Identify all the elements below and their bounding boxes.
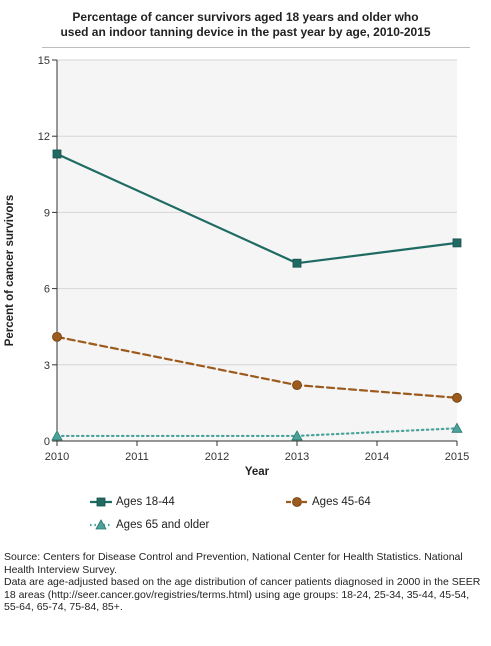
data-point-ages-65-and-older [51, 430, 63, 441]
chart-title: Percentage of cancer survivors aged 18 y… [0, 10, 491, 40]
data-point-ages-45-64 [452, 392, 462, 403]
x-tick-label: 2012 [205, 451, 229, 463]
y-tick-label: 12 [38, 131, 50, 143]
chart-title-line-1: Percentage of cancer survivors aged 18 y… [72, 10, 419, 24]
y-tick-label: 15 [38, 55, 50, 67]
x-tick-label: 2013 [285, 451, 309, 463]
data-point-ages-65-and-older [291, 430, 303, 441]
data-point-ages-45-64 [52, 331, 62, 342]
x-axis-label: Year [245, 466, 270, 478]
data-point-ages-18-44 [52, 149, 62, 159]
legend-swatch-triangle [90, 519, 112, 531]
x-tick-label: 2015 [445, 451, 469, 463]
series-group [51, 149, 463, 441]
legend-label: Ages 18-44 [116, 496, 175, 508]
y-tick-label: 9 [44, 207, 50, 219]
legend-item-ages-45-64: Ages 45-64 [286, 496, 371, 508]
legend-label: Ages 45-64 [312, 496, 371, 508]
data-point-ages-18-44 [292, 258, 302, 268]
y-tick-label: 6 [44, 284, 50, 296]
source-note: Source: Centers for Disease Control and … [4, 551, 484, 614]
x-tick-label: 2011 [125, 451, 149, 463]
legend-label: Ages 65 and older [116, 519, 210, 531]
x-tick-label: 2010 [45, 451, 69, 463]
source-citation: Source: Centers for Disease Control and … [4, 551, 463, 576]
data-point-ages-45-64 [292, 380, 302, 391]
axes [52, 59, 458, 446]
legend-item-ages-18-44: Ages 18-44 [90, 496, 175, 508]
legend-item-ages-65-older: Ages 65 and older [90, 519, 209, 531]
legend-swatch-circle [286, 496, 308, 508]
y-tick-label: 0 [44, 436, 50, 448]
y-tick-label: 3 [44, 360, 50, 372]
legend-swatch-square [90, 496, 112, 508]
tick-labels: 0 3 6 9 12 15 2010 2011 2012 2013 2014 2015 [38, 55, 469, 463]
chart-title-line-2: used an indoor tanning device in the pas… [60, 25, 431, 39]
title-divider [42, 47, 470, 48]
data-point-ages-18-44 [452, 238, 462, 248]
y-axis-label: Percent of cancer survivors [4, 195, 16, 347]
x-tick-label: 2014 [365, 451, 389, 463]
data-point-ages-65-and-older [451, 422, 463, 433]
gridlines [57, 59, 457, 366]
source-methodology: Data are age-adjusted based on the age d… [4, 576, 481, 614]
